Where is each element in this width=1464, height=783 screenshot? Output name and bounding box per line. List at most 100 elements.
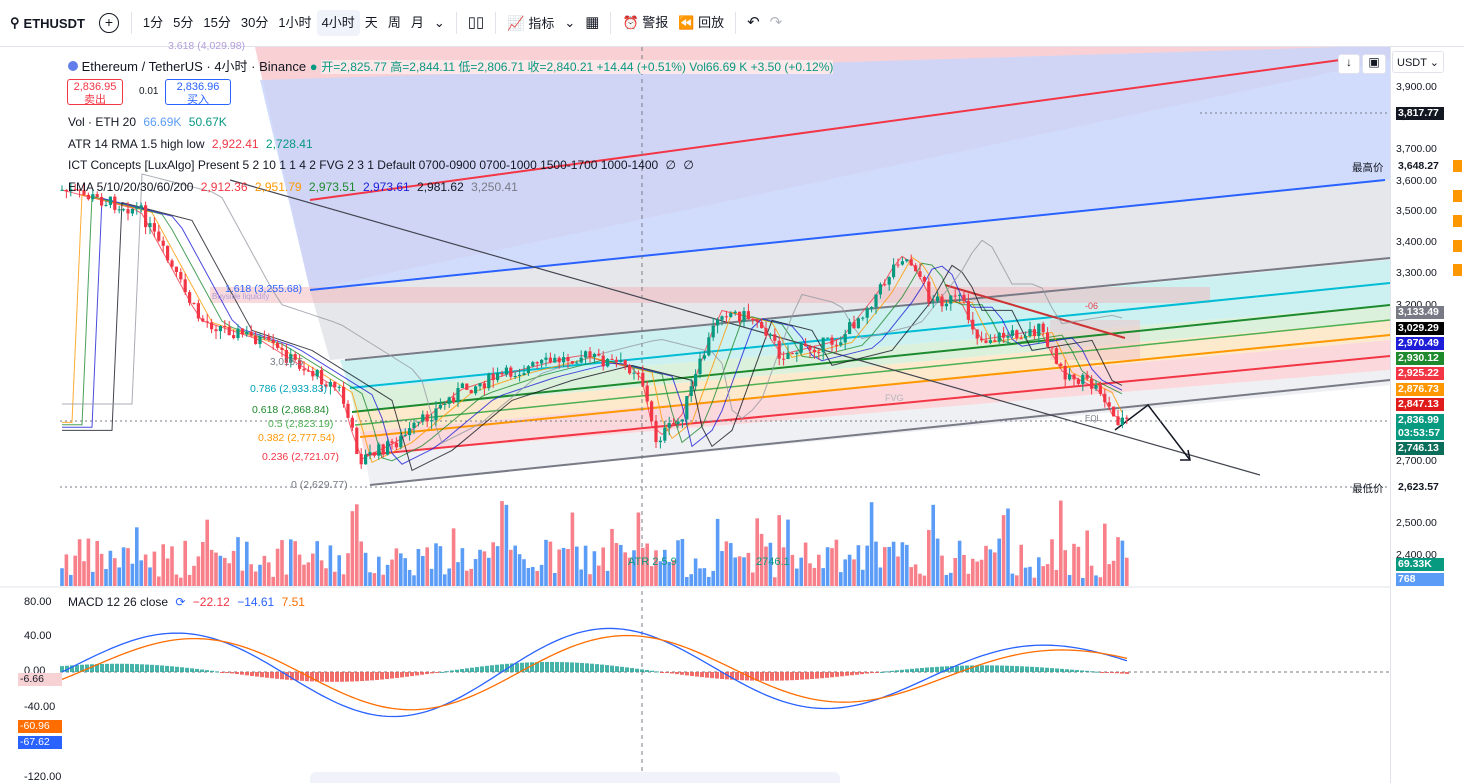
volume-bar	[460, 548, 465, 586]
macd-bar	[1070, 669, 1074, 672]
candle-body	[293, 354, 297, 360]
redo-button[interactable]: ↷	[769, 14, 783, 31]
fib-line-1618	[309, 179, 1386, 291]
symbol-search[interactable]: ⚲ ETHUSDT	[0, 15, 93, 31]
fib-line-red-top	[309, 59, 1341, 201]
macd-bar	[545, 661, 549, 672]
atr-legend[interactable]: ATR 14 RMA 1.5 high low 2,922.41 2,728.4…	[68, 137, 313, 151]
divider	[455, 12, 457, 34]
flag-icon[interactable]	[1453, 190, 1462, 202]
interval-3[interactable]: 30分	[240, 15, 269, 30]
refresh-icon[interactable]: ⟳	[175, 595, 186, 609]
templates-icon[interactable]: ▦	[585, 14, 600, 31]
indicators-dropdown-icon[interactable]: ⌄	[564, 15, 576, 30]
mark-3016: 3,016.5	[270, 357, 304, 368]
interval-2[interactable]: 15分	[203, 15, 231, 30]
candle-body	[73, 189, 77, 191]
add-symbol-button[interactable]: +	[98, 13, 119, 33]
replay-button[interactable]: ⏪ 回放	[678, 15, 725, 30]
volume-bar	[495, 546, 500, 586]
flag-icon[interactable]	[1453, 264, 1462, 276]
candle-body	[588, 351, 592, 358]
candle-body	[298, 359, 302, 369]
candle-body	[399, 435, 403, 448]
drawing-toolbar[interactable]	[310, 772, 840, 783]
volume-bar	[368, 572, 372, 586]
volume-bar	[953, 558, 957, 586]
volume-bar	[693, 558, 698, 586]
candle-body	[355, 427, 359, 455]
macd-tag: -60.96	[18, 720, 62, 733]
interval-8[interactable]: 月	[410, 15, 424, 30]
candle-body	[914, 265, 918, 272]
fib-line-0	[369, 379, 1390, 486]
interval-7[interactable]: 周	[387, 15, 401, 30]
volume-bar	[311, 553, 315, 586]
candle-body	[575, 362, 579, 364]
macd-bar	[850, 672, 854, 676]
vol-name: Vol · ETH 20	[68, 115, 137, 129]
macd-legend[interactable]: MACD 12 26 close ⟳ −22.12 −14.61 7.51	[68, 595, 305, 609]
interval-1[interactable]: 5分	[173, 15, 194, 30]
macd-bar	[885, 671, 889, 673]
trendline-black	[229, 179, 1261, 476]
macd-bar	[305, 672, 309, 682]
volume-bar	[1120, 540, 1125, 586]
macd-bar	[920, 667, 924, 672]
volume-bar	[680, 539, 685, 586]
flag-icon[interactable]	[1453, 215, 1462, 227]
candle-body	[320, 369, 324, 385]
macd-bar	[740, 672, 744, 681]
top-toolbar: ⚲ ETHUSDT + 1分 5分 15分 30分 1小时 4小时天周月 ⌄ ▯▯ 📈 指…	[0, 0, 1464, 47]
ohlc-values: 开=2,825.77 高=2,844.11 低=2,806.71 收=2,840…	[321, 60, 834, 74]
flag-icon[interactable]	[1453, 240, 1462, 252]
scroll-down-icon[interactable]: ↓	[1338, 54, 1360, 74]
ict-legend[interactable]: ICT Concepts [LuxAlgo] Present 5 2 10 1 …	[68, 158, 694, 172]
buy-button[interactable]: 2,836.96 买入	[165, 79, 231, 106]
sell-button[interactable]: 2,836.95 卖出	[67, 79, 123, 106]
alert-button[interactable]: ⏰ 警报	[622, 15, 669, 30]
candle-body	[883, 284, 887, 286]
volume-bar	[927, 529, 931, 586]
fullscreen-icon[interactable]: ▣	[1362, 54, 1386, 74]
macd-bar	[570, 662, 574, 672]
interval-0[interactable]: 1分	[142, 15, 164, 30]
volume-bar	[834, 539, 839, 586]
vol-legend[interactable]: Vol · ETH 20 66.69K 50.67K	[68, 115, 227, 129]
interval-6[interactable]: 天	[364, 15, 378, 30]
macd-bar	[1010, 665, 1014, 672]
ema-line	[62, 201, 1123, 472]
volume-bar	[768, 542, 773, 586]
macd-bar	[1105, 672, 1109, 673]
buy-price: 2,836.96	[176, 81, 220, 93]
macd-bar	[505, 663, 509, 672]
volume-bar	[623, 552, 627, 586]
macd-bar	[615, 666, 619, 672]
candle-style-icon[interactable]: ▯▯	[467, 14, 485, 31]
candle-body	[518, 374, 522, 377]
volume-bar	[293, 541, 297, 586]
volume-bar	[135, 527, 139, 586]
macd-bar	[1025, 666, 1029, 672]
candle-body	[408, 428, 412, 436]
candle-body	[443, 403, 447, 405]
volume-bar	[654, 550, 658, 586]
ema-legend[interactable]: EMA 5/10/20/30/60/200 2,912.36 2,951.79 …	[68, 180, 518, 194]
indicators-button[interactable]: 📈 指标	[507, 15, 555, 31]
volume-bar	[812, 567, 817, 586]
currency-select[interactable]: USDT ⌄	[1392, 51, 1444, 73]
interval-dropdown-icon[interactable]: ⌄	[433, 15, 445, 30]
volume-bar	[636, 512, 641, 586]
flag-icon[interactable]	[1453, 160, 1462, 172]
interval-4[interactable]: 1小时	[278, 15, 312, 30]
macd-bar	[515, 663, 519, 672]
fib-label-05: 0.5 (2,823.19)	[268, 418, 334, 430]
macd-bar	[175, 666, 179, 672]
volume-bar	[944, 574, 949, 586]
volume-bar	[619, 544, 623, 586]
undo-button[interactable]: ↶	[747, 14, 760, 31]
interval-5[interactable]: 4小时	[316, 10, 360, 36]
macd-bar	[540, 662, 544, 672]
volume-bar	[918, 573, 922, 586]
chart-canvas[interactable]	[0, 47, 1390, 783]
